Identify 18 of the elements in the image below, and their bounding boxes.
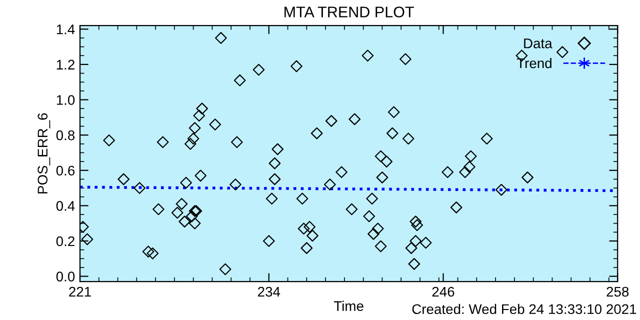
y-tick-label: 0.8 bbox=[56, 130, 75, 140]
x-tick-label: 234 bbox=[258, 286, 280, 297]
y-tick-label: 0.4 bbox=[56, 201, 75, 211]
legend-label: Trend bbox=[516, 58, 552, 68]
y-tick-label: 0.0 bbox=[56, 272, 75, 282]
y-tick-label: 0.2 bbox=[56, 236, 74, 246]
x-tick-label: 221 bbox=[69, 286, 91, 297]
y-tick-label: 0.6 bbox=[56, 166, 75, 176]
x-tick-label: 246 bbox=[432, 286, 454, 297]
legend-label: Data bbox=[524, 38, 552, 48]
x-axis-title: Time bbox=[334, 300, 364, 311]
x-tick-label: 258 bbox=[606, 286, 629, 297]
text: Created: Wed Feb 24 13:33:10 2021 bbox=[412, 304, 636, 314]
y-tick-label: 1.2 bbox=[56, 60, 74, 70]
y-tick-label: 1.4 bbox=[56, 24, 75, 34]
chart-title: MTA TREND PLOT bbox=[284, 6, 414, 18]
y-axis-title: POS_ERR_6 bbox=[38, 113, 50, 194]
y-tick-label: 1.0 bbox=[56, 95, 75, 105]
